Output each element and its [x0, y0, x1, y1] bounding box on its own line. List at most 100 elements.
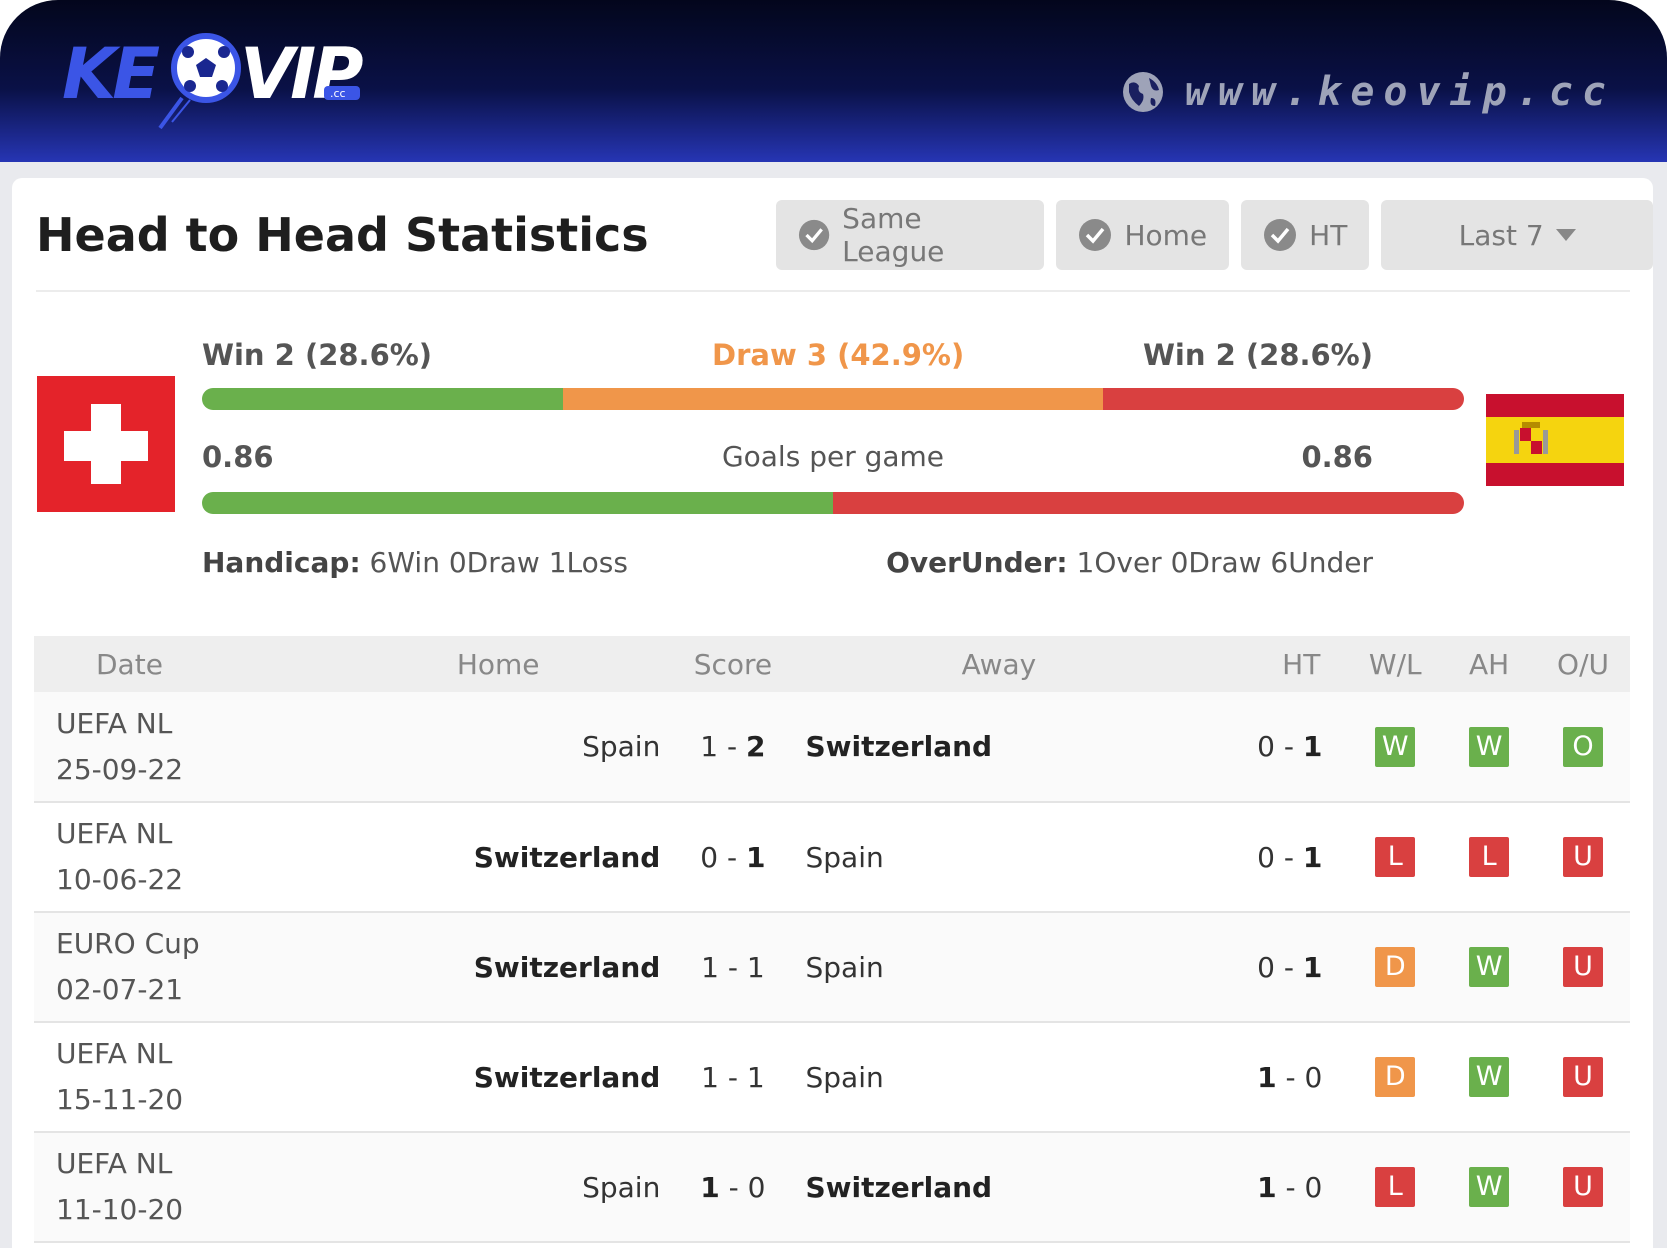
- league-name[interactable]: UEFA NL: [56, 1037, 173, 1070]
- ou-badge: U: [1563, 947, 1604, 987]
- score-cell[interactable]: 1 - 1: [701, 950, 765, 984]
- ah-badge: W: [1469, 1167, 1510, 1207]
- away-team[interactable]: Spain: [805, 1060, 884, 1094]
- wl-badge: L: [1375, 1167, 1416, 1207]
- wl-badge: D: [1375, 1057, 1416, 1097]
- table-row[interactable]: UEFA NL 10-06-22 Switzerland 0 - 1 Spain 0 - …: [34, 802, 1630, 912]
- svg-text:VIP: VIP: [240, 33, 363, 115]
- site-url: www.keovip.cc: [1184, 69, 1615, 115]
- ou-badge: U: [1563, 1057, 1604, 1097]
- home-team[interactable]: Spain: [582, 1170, 661, 1204]
- h2h-table: Date Home Score Away HT W/L AH O/U UEFA …: [34, 636, 1630, 1243]
- ht-home: 0: [1257, 950, 1275, 984]
- league-name[interactable]: UEFA NL: [56, 817, 173, 850]
- home-goals-segment: [202, 492, 833, 514]
- keovip-logo[interactable]: KE VIP .cc: [62, 30, 407, 140]
- league-name[interactable]: UEFA NL: [56, 1147, 173, 1180]
- wl-badge: L: [1375, 837, 1416, 877]
- goals-per-game-label: Goals per game: [721, 440, 945, 473]
- ah-badge: W: [1469, 1057, 1510, 1097]
- col-ou-header: O/U: [1557, 647, 1610, 681]
- away-win-segment: [1103, 388, 1464, 410]
- caret-down-icon: [1555, 229, 1576, 241]
- score-home: 1: [700, 1170, 720, 1204]
- range-select-value: Last 7: [1458, 218, 1544, 252]
- match-date: 10-06-22: [56, 863, 184, 896]
- col-away-header: Away: [961, 647, 1037, 681]
- switzerland-flag-icon: [37, 376, 175, 512]
- score-away: 2: [746, 730, 766, 763]
- draw-segment: [562, 388, 1104, 410]
- draw-summary: Draw 3 (42.9%): [712, 338, 965, 372]
- filter-same-league[interactable]: Same League: [776, 200, 1045, 270]
- ou-badge: U: [1563, 837, 1604, 877]
- score-home: 1: [701, 950, 719, 984]
- col-date-header: Date: [96, 647, 163, 681]
- score-cell[interactable]: 0 - 1: [700, 840, 766, 874]
- match-date-cell: EURO Cup 02-07-21: [34, 912, 326, 1022]
- site-url-block[interactable]: www.keovip.cc: [1121, 62, 1615, 122]
- filter-home[interactable]: Home: [1056, 200, 1230, 270]
- home-team[interactable]: Switzerland: [473, 840, 661, 874]
- away-team[interactable]: Spain: [805, 840, 884, 874]
- home-win-summary: Win 2 (28.6%): [202, 338, 433, 372]
- ht-home: 1: [1257, 1060, 1277, 1094]
- ht-score-cell: 0 - 1: [1257, 840, 1323, 874]
- ht-away: 1: [1302, 950, 1323, 984]
- check-circle-icon: [798, 219, 830, 251]
- filter-ht[interactable]: HT: [1241, 200, 1370, 270]
- away-goals-per-game: 0.86: [1301, 440, 1373, 474]
- away-team[interactable]: Switzerland: [805, 730, 993, 763]
- match-date: 25-09-22: [56, 752, 184, 786]
- home-team[interactable]: Switzerland: [473, 950, 661, 984]
- table-row[interactable]: UEFA NL 11-10-20 Spain 1 - 0 Switzerland 1 - …: [34, 1132, 1630, 1242]
- match-date: 02-07-21: [56, 973, 184, 1006]
- ht-score-cell: 0 - 1: [1257, 730, 1323, 763]
- divider: [36, 290, 1630, 292]
- match-date-cell: UEFA NL 10-06-22: [34, 802, 326, 912]
- home-team[interactable]: Spain: [582, 730, 661, 763]
- ah-badge: W: [1469, 947, 1510, 987]
- filter-label: Same League: [842, 202, 945, 268]
- spain-flag-icon: [1486, 394, 1624, 486]
- h2h-card: Head to Head Statistics Same League Home…: [12, 178, 1653, 1248]
- score-home: 0: [700, 840, 719, 874]
- site-header: KE VIP .cc www.keovip.cc: [0, 0, 1667, 162]
- score-cell[interactable]: 1 - 0: [700, 1170, 766, 1204]
- check-circle-icon: [1079, 219, 1112, 251]
- col-wl-header: W/L: [1368, 647, 1422, 681]
- ht-away: 1: [1302, 840, 1323, 874]
- match-date: 11-10-20: [56, 1193, 184, 1226]
- score-cell[interactable]: 1 - 1: [701, 1060, 765, 1094]
- home-team[interactable]: Switzerland: [473, 1060, 661, 1094]
- match-date-cell: UEFA NL 25-09-22: [34, 692, 326, 802]
- league-name[interactable]: UEFA NL: [56, 706, 173, 740]
- score-home: 1: [701, 1060, 719, 1094]
- svg-text:KE: KE: [62, 33, 159, 115]
- col-ah-header: AH: [1469, 647, 1510, 681]
- score-cell[interactable]: 1 - 2: [700, 730, 766, 763]
- handicap-summary: Handicap: 6Win 0Draw 1Loss: [202, 546, 628, 579]
- svg-text:.cc: .cc: [330, 87, 346, 100]
- globe-icon: [1122, 72, 1163, 112]
- score-away: 1: [746, 950, 765, 984]
- away-team[interactable]: Spain: [805, 950, 884, 984]
- overunder-value: 1Over 0Draw 6Under: [1067, 546, 1373, 579]
- col-score-header: Score: [693, 647, 773, 681]
- table-row[interactable]: UEFA NL 15-11-20 Switzerland 1 - 1 Spain 1 - …: [34, 1022, 1630, 1132]
- ht-home: 1: [1257, 1170, 1277, 1204]
- handicap-value: 6Win 0Draw 1Loss: [360, 546, 628, 579]
- away-team[interactable]: Switzerland: [805, 1170, 993, 1204]
- table-row[interactable]: EURO Cup 02-07-21 Switzerland 1 - 1 Spain 0 -…: [34, 912, 1630, 1022]
- ht-away: 1: [1302, 730, 1323, 763]
- score-away: 1: [746, 1060, 765, 1094]
- table-row[interactable]: UEFA NL 25-09-22 Spain 1 - 2 Switzerland 0 - …: [34, 692, 1630, 802]
- check-circle-icon: [1264, 219, 1297, 251]
- score-away: 1: [746, 840, 766, 874]
- league-name[interactable]: EURO Cup: [56, 927, 200, 960]
- range-select[interactable]: Last 7: [1381, 200, 1653, 270]
- home-win-segment: [202, 388, 563, 410]
- ou-badge: U: [1563, 1167, 1604, 1207]
- table-header-row: Date Home Score Away HT W/L AH O/U: [34, 636, 1630, 692]
